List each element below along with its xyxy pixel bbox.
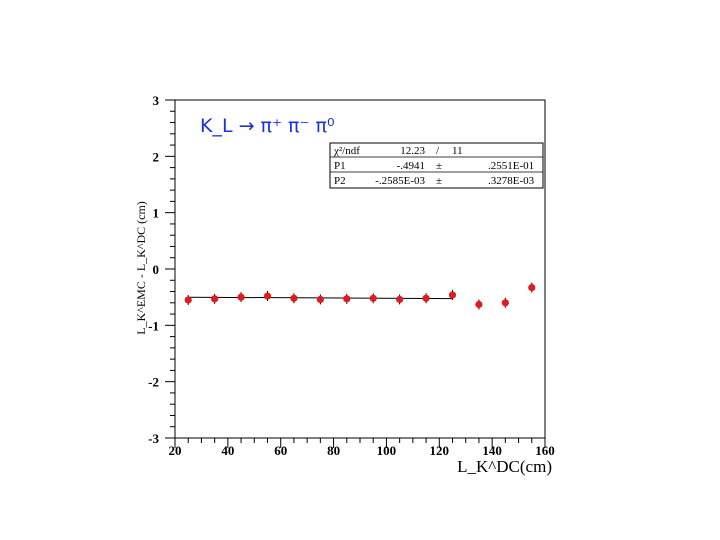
stat-row-value: -.4941	[397, 160, 425, 172]
data-point	[475, 300, 483, 309]
axis-ticks	[165, 99, 546, 448]
y-tick-label: -2	[148, 375, 159, 390]
x-tick-label: 160	[535, 443, 555, 458]
data-point	[422, 294, 430, 302]
data-point	[343, 295, 351, 303]
data-point	[448, 291, 457, 299]
stat-row-value: -.2585E-03	[375, 175, 425, 187]
x-tick-label: 100	[377, 443, 397, 458]
y-tick-label: -1	[148, 318, 159, 333]
x-tick-labels: 20 40 60 80 100 120 140 160	[169, 443, 555, 458]
x-tick-label: 140	[482, 443, 502, 458]
y-tick-label: 1	[153, 206, 160, 221]
stat-row-separator: ±	[436, 175, 442, 187]
data-point	[184, 296, 192, 304]
data-point	[316, 295, 324, 304]
stats-box-frame	[329, 142, 544, 189]
x-tick-label: 120	[430, 443, 450, 458]
stat-row-error: .3278E-03	[488, 175, 535, 187]
y-tick-labels: -3 -2 -1 0 1 2 3	[148, 93, 159, 446]
stat-row-name: P1	[334, 160, 346, 172]
decay-annotation: K_L → π⁺ π⁻ π⁰	[200, 115, 335, 137]
x-tick-label: 40	[221, 443, 234, 458]
stat-row-name: P2	[334, 175, 346, 187]
data-point	[290, 294, 298, 302]
x-tick-label: 60	[274, 443, 287, 458]
y-tick-label: 2	[153, 149, 160, 164]
y-tick-label: -3	[148, 431, 159, 446]
data-point	[528, 283, 536, 292]
y-axis-title: L_K^EMC - L_K^DC (cm)	[134, 201, 148, 335]
stat-row-error: 11	[452, 145, 463, 157]
stat-row-value: 12.23	[400, 145, 425, 157]
y-tick-label: 0	[153, 262, 160, 277]
x-tick-label: 80	[327, 443, 340, 458]
data-point	[211, 295, 219, 303]
data-point	[237, 293, 245, 301]
stat-row-error: .2551E-01	[488, 160, 534, 172]
y-tick-label: 3	[153, 93, 160, 108]
data-point	[369, 294, 377, 302]
x-tick-label: 20	[169, 443, 182, 458]
data-points	[184, 282, 536, 310]
data-point	[396, 295, 404, 304]
data-point	[263, 292, 272, 300]
stat-row-name: χ²/ndf	[333, 145, 360, 157]
stat-row-separator: ±	[436, 160, 442, 172]
x-axis-title: L_K^DC(cm)	[457, 457, 552, 476]
fit-stats-box: χ²/ndf 12.23 / 11 P1 -.4941 ± .2551E-01 P2 -.2585…	[329, 142, 544, 189]
stat-row-separator: /	[436, 145, 440, 157]
data-point	[501, 299, 509, 307]
